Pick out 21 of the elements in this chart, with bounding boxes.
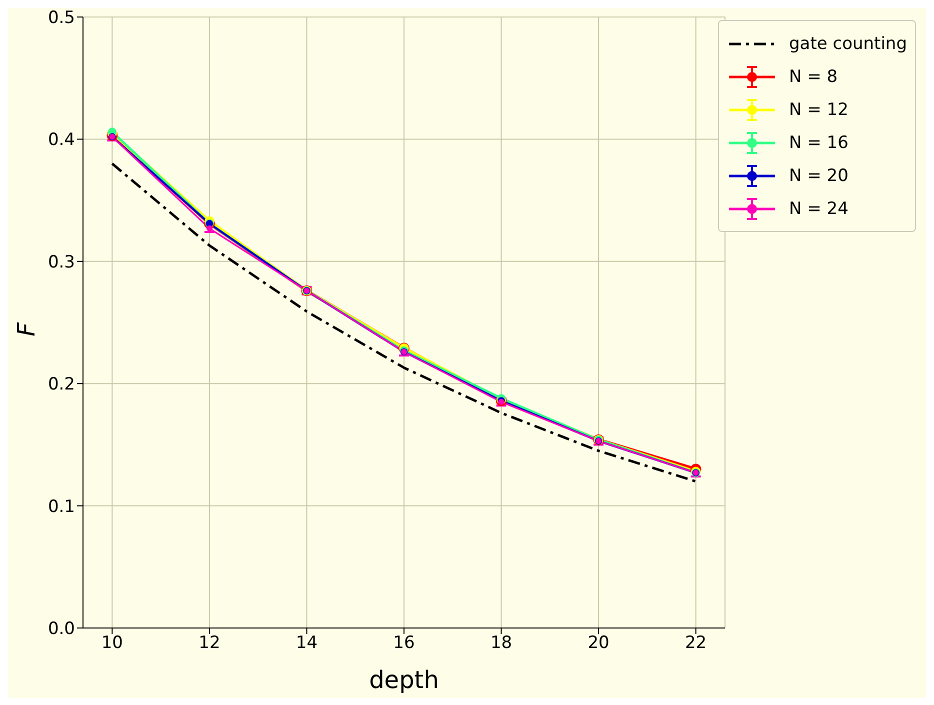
y-tick-label: 0.0 xyxy=(48,619,75,640)
x-tick-label: 14 xyxy=(296,633,318,654)
y-tick-label: 0.4 xyxy=(48,130,75,150)
y-tick-label: 0.1 xyxy=(48,496,75,517)
x-axis-title: depth xyxy=(369,666,439,694)
legend-label: N = 8 xyxy=(789,66,838,86)
x-tick-label: 12 xyxy=(198,633,220,654)
y-tick-label: 0.3 xyxy=(48,252,75,272)
y-tick-label: 0.2 xyxy=(48,374,75,395)
x-tick-label: 18 xyxy=(490,633,512,654)
y-tick-label: 0.5 xyxy=(48,8,75,28)
legend-label: N = 16 xyxy=(789,132,848,152)
x-tick-label: 22 xyxy=(685,633,707,654)
legend-label: N = 20 xyxy=(789,166,848,186)
legend-label: N = 12 xyxy=(789,100,848,120)
y-axis-title: F xyxy=(12,321,41,336)
x-tick-label: 20 xyxy=(588,633,610,654)
legend-label: gate counting xyxy=(789,34,907,54)
x-tick-label: 16 xyxy=(393,633,415,654)
x-tick-label: 10 xyxy=(101,633,123,654)
legend-label: N = 24 xyxy=(789,198,848,218)
